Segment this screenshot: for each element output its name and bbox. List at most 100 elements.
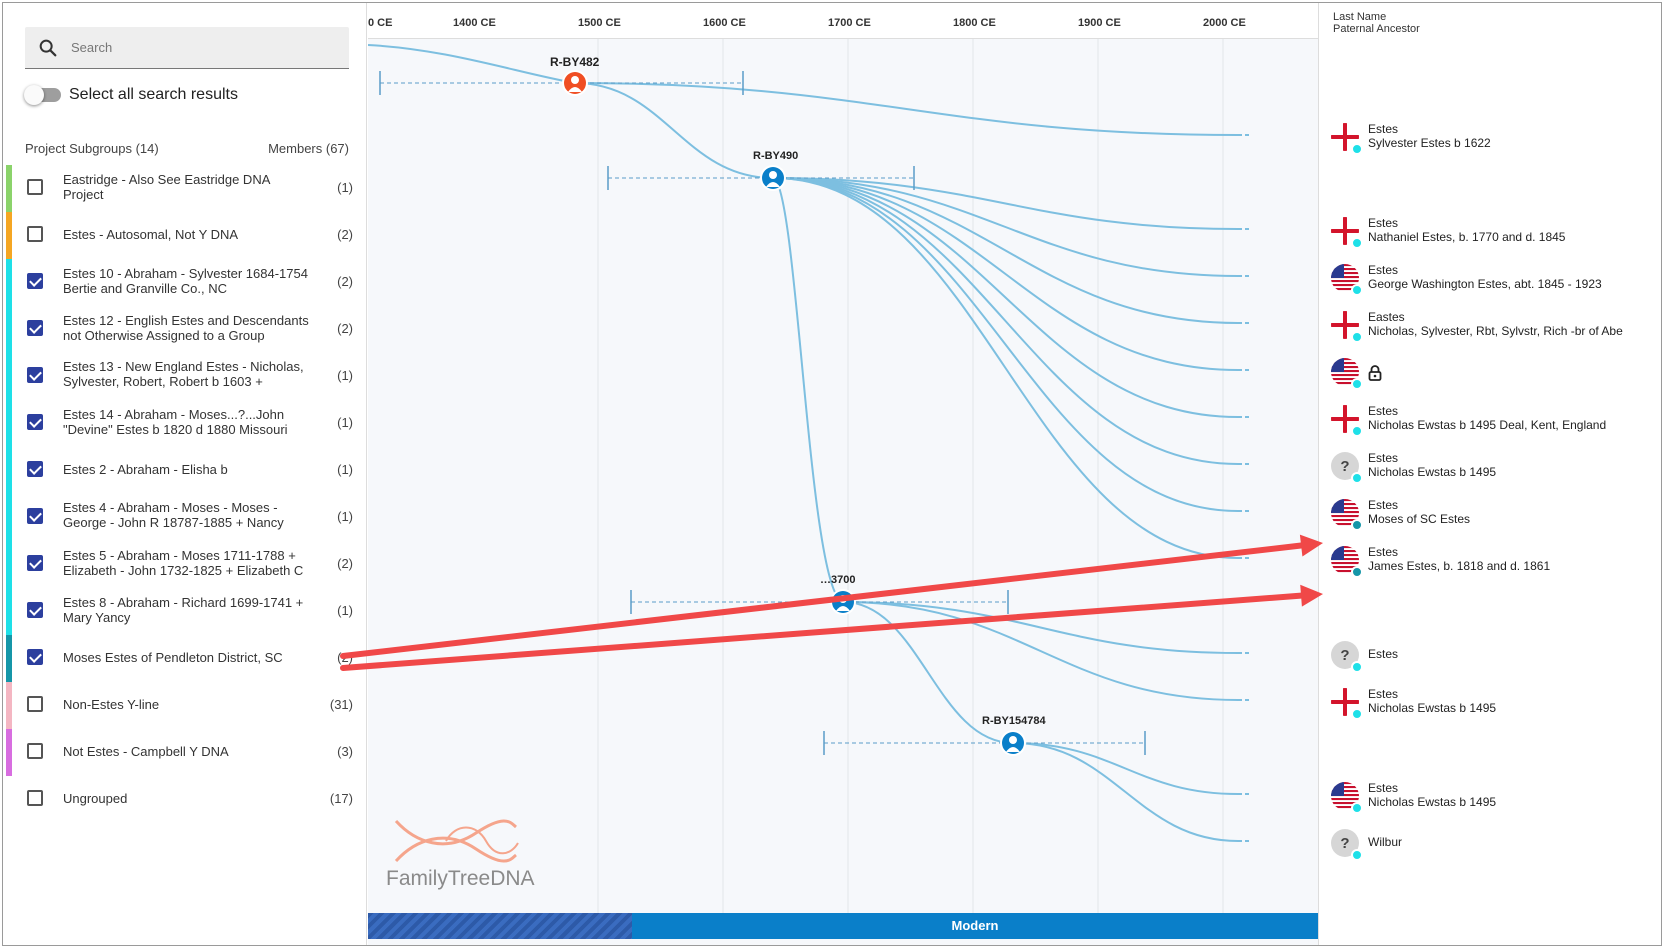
branch-line: [772, 177, 1239, 371]
subgroup-label: Estes 10 - Abraham - Sylvester 1684-1754…: [63, 266, 308, 296]
leaf-last-name: Wilbur: [1368, 835, 1403, 849]
branch-line: [574, 82, 1239, 136]
select-all-toggle[interactable]: [24, 85, 61, 105]
leaf-row[interactable]: Eastes Nicholas, Sylvester, Rbt, Sylvstr,…: [1331, 306, 1661, 346]
branch-line: [772, 177, 1239, 559]
leaf-ancestor: Sylvester Estes b 1622: [1368, 136, 1491, 150]
subgroup-color-bar: [6, 729, 12, 776]
subgroup-row[interactable]: Estes 8 - Abraham - Richard 1699-1741 + …: [27, 588, 353, 632]
subgroup-checkbox[interactable]: [27, 179, 43, 195]
leaf-row[interactable]: Estes Nathaniel Estes, b. 1770 and d. 184…: [1331, 212, 1661, 252]
leaf-row[interactable]: ? Estes: [1331, 636, 1661, 676]
haplogroup-node[interactable]: [760, 165, 786, 191]
subgroup-count: (2): [337, 649, 353, 665]
subgroup-count: (3): [337, 743, 353, 759]
subgroup-label: Moses Estes of Pendleton District, SC: [63, 649, 283, 665]
match-dot: [1351, 708, 1363, 720]
branch-line: [772, 177, 844, 603]
branch-line: [772, 177, 1239, 512]
subgroup-checkbox[interactable]: [27, 414, 43, 430]
subgroup-checkbox[interactable]: [27, 226, 43, 242]
leaf-last-name: Estes: [1368, 498, 1399, 512]
match-dot: [1351, 331, 1363, 343]
subgroup-row[interactable]: Estes 13 - New England Estes - Nicholas,…: [27, 353, 353, 397]
leaf-last-name: Estes: [1368, 687, 1399, 701]
leaf-last-name: Estes: [1368, 263, 1399, 277]
subgroup-row[interactable]: Not Estes - Campbell Y DNA (3): [27, 729, 353, 773]
subgroup-checkbox[interactable]: [27, 508, 43, 524]
subgroup-row[interactable]: Estes 4 - Abraham - Moses - Moses - Geor…: [27, 494, 353, 538]
members-title: Members (67): [268, 141, 349, 156]
subgroup-row[interactable]: Estes 14 - Abraham - Moses...?...John "D…: [27, 400, 353, 444]
subgroup-label: Estes 12 - English Estes and Descendants…: [63, 313, 309, 343]
subgroup-row[interactable]: Eastridge - Also See Eastridge DNA Proje…: [27, 165, 353, 209]
subgroup-color-bar: [6, 447, 12, 494]
subgroup-count: (1): [337, 414, 353, 430]
leaf-text: Estes Nicholas Ewstas b 1495: [1368, 687, 1496, 715]
subgroup-row[interactable]: Estes 10 - Abraham - Sylvester 1684-1754…: [27, 259, 353, 303]
time-axis: 0 CE 1400 CE 1500 CE 1600 CE 1700 CE 1800 CE 1…: [368, 3, 1318, 39]
axis-tick-label: 1400 CE: [453, 17, 496, 29]
leaf-row[interactable]: Estes James Estes, b. 1818 and d. 1861: [1331, 541, 1661, 581]
subgroup-count: (1): [337, 508, 353, 524]
leaf-ancestor: Nicholas Ewstas b 1495: [1368, 701, 1497, 715]
subgroup-row[interactable]: Ungrouped (17): [27, 776, 353, 820]
subgroup-color-bar: [6, 541, 12, 588]
leaf-row[interactable]: Estes Sylvester Estes b 1622: [1331, 118, 1661, 158]
subgroup-count: (2): [337, 555, 353, 571]
subgroup-checkbox[interactable]: [27, 273, 43, 289]
subgroup-count: (1): [337, 179, 353, 195]
usa-flag-icon: [1331, 546, 1359, 574]
axis-tick-label: 1900 CE: [1078, 17, 1121, 29]
select-all-row[interactable]: Select all search results: [24, 83, 238, 107]
leaf-row[interactable]: Estes Moses of SC Estes: [1331, 494, 1661, 534]
subgroup-checkbox[interactable]: [27, 555, 43, 571]
familytreedna-logo: [394, 819, 519, 863]
subgroup-label: Estes 4 - Abraham - Moses - Moses - Geor…: [63, 500, 284, 532]
search-box[interactable]: [25, 27, 349, 69]
header-paternal-ancestor: Paternal Ancestor: [1333, 23, 1420, 35]
axis-tick-label: 1800 CE: [953, 17, 996, 29]
leaf-row[interactable]: ? Wilbur: [1331, 824, 1661, 864]
leaf-row[interactable]: [1331, 353, 1661, 393]
svg-text:?: ?: [1340, 835, 1349, 852]
haplogroup-tree: [368, 39, 1252, 913]
haplogroup-node[interactable]: [1000, 730, 1026, 756]
leaf-row[interactable]: Estes Nicholas Ewstas b 1495 Deal, Kent, …: [1331, 400, 1661, 440]
subgroup-checkbox[interactable]: [27, 367, 43, 383]
subgroup-row[interactable]: Estes - Autosomal, Not Y DNA (2): [27, 212, 353, 256]
match-dot: [1351, 472, 1363, 484]
leaf-last-name: Estes: [1368, 122, 1399, 136]
subgroup-label: Estes 14 - Abraham - Moses...?...John "D…: [63, 407, 288, 437]
leaf-text: Estes: [1368, 647, 1398, 661]
match-dot: [1351, 802, 1363, 814]
subgroup-row[interactable]: Estes 5 - Abraham - Moses 1711-1788 + El…: [27, 541, 353, 585]
leaf-row[interactable]: ? Estes Nicholas Ewstas b 1495: [1331, 447, 1661, 487]
subgroup-checkbox[interactable]: [27, 649, 43, 665]
subgroup-checkbox[interactable]: [27, 696, 43, 712]
leaf-row[interactable]: Estes Nicholas Ewstas b 1495: [1331, 777, 1661, 817]
subgroup-checkbox[interactable]: [27, 743, 43, 759]
haplogroup-node[interactable]: [562, 70, 588, 96]
subgroup-color-bar: [6, 635, 12, 682]
subgroup-row[interactable]: Estes 2 - Abraham - Elisha b (1): [27, 447, 353, 491]
subgroup-checkbox[interactable]: [27, 461, 43, 477]
subgroup-checkbox[interactable]: [27, 790, 43, 806]
subgroup-row[interactable]: Non-Estes Y-line (31): [27, 682, 353, 726]
match-dot: [1351, 566, 1363, 578]
leaf-row[interactable]: Estes George Washington Estes, abt. 1845 …: [1331, 259, 1661, 299]
leaf-row[interactable]: Estes Nicholas Ewstas b 1495: [1331, 683, 1661, 723]
leaf-panel: Last Name Paternal Ancestor Estes Sylvest…: [1318, 3, 1661, 945]
flag-badge: [1331, 358, 1359, 386]
leaf-last-name: Estes: [1368, 404, 1399, 418]
subgroup-checkbox[interactable]: [27, 320, 43, 336]
subgroup-label: Eastridge - Also See Eastridge DNA Proje…: [63, 172, 270, 202]
match-dot: [1351, 237, 1363, 249]
leaf-ancestor: George Washington Estes, abt. 1845 - 192…: [1368, 277, 1602, 291]
subgroup-row[interactable]: Estes 12 - English Estes and Descendants…: [27, 306, 353, 350]
haplogroup-node[interactable]: [830, 589, 856, 615]
subgroup-row[interactable]: Moses Estes of Pendleton District, SC (2): [27, 635, 353, 679]
subgroup-checkbox[interactable]: [27, 602, 43, 618]
search-input[interactable]: [71, 40, 331, 55]
leaf-last-name: Estes: [1368, 451, 1399, 465]
